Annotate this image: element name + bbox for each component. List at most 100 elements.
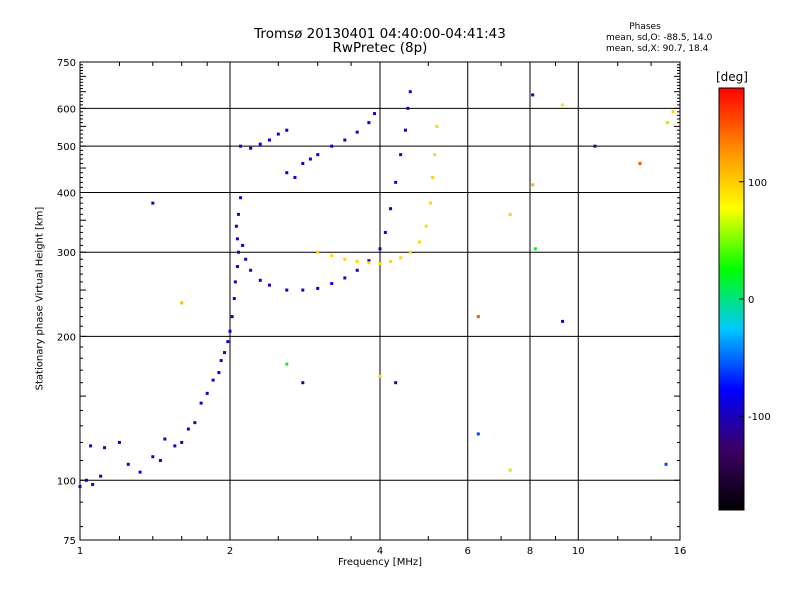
data-point (267, 283, 271, 287)
data-point (561, 319, 565, 323)
data-point (223, 351, 227, 355)
data-point (117, 440, 121, 444)
data-point (367, 121, 371, 125)
stats-x-mode: mean, sd,X: 90.7, 18.4 (606, 44, 709, 54)
x-tick-label: 2 (227, 546, 233, 557)
data-point (476, 315, 480, 319)
data-point (249, 146, 253, 150)
data-point (638, 161, 642, 165)
data-point (258, 142, 262, 146)
data-point (367, 259, 371, 263)
data-point (234, 224, 238, 228)
data-point (330, 254, 334, 258)
y-tick-label: 750 (57, 58, 76, 69)
data-point (424, 224, 428, 228)
data-point (399, 153, 403, 157)
data-point (285, 128, 289, 132)
data-point (378, 374, 382, 378)
data-point (180, 440, 184, 444)
x-tick-label: 8 (527, 546, 533, 557)
data-point (235, 265, 239, 269)
data-point (531, 183, 535, 187)
data-point (316, 286, 320, 290)
colorbar-tick-label: -100 (748, 412, 771, 423)
x-axis-label: Frequency [MHz] (337, 557, 423, 568)
data-point (403, 128, 407, 132)
chart-subtitle: RwPretec (8p) (332, 40, 428, 56)
data-point (151, 201, 155, 205)
data-point (373, 112, 377, 116)
data-point (531, 93, 535, 97)
data-point (308, 157, 312, 161)
stats-o-mode: mean, sd,O: -88.5, 14.0 (606, 33, 713, 43)
data-point (593, 144, 597, 148)
data-point (408, 90, 412, 94)
data-point (406, 106, 410, 110)
data-point (355, 259, 359, 263)
data-point (293, 175, 297, 179)
data-point (301, 288, 305, 292)
data-point (435, 124, 439, 128)
data-point (89, 444, 93, 448)
data-point (151, 455, 155, 459)
data-point (383, 230, 387, 234)
data-point (316, 250, 320, 254)
data-point (230, 315, 234, 319)
data-point (91, 482, 95, 486)
data-point (249, 268, 253, 272)
stats-heading: Phases (629, 22, 661, 32)
data-point (508, 468, 512, 472)
data-point (428, 201, 432, 205)
y-tick-label: 400 (57, 188, 76, 199)
data-point (226, 340, 230, 344)
data-point (301, 381, 305, 385)
data-point (343, 138, 347, 142)
data-point (233, 280, 237, 284)
y-tick-label: 300 (57, 248, 76, 259)
data-point (219, 359, 223, 363)
data-point (408, 250, 412, 254)
data-point (126, 462, 130, 466)
data-point (228, 329, 232, 333)
data-point (158, 458, 162, 462)
data-point (330, 144, 334, 148)
data-point (671, 110, 675, 114)
data-point (533, 247, 537, 251)
data-point (103, 446, 107, 450)
data-point (205, 391, 209, 395)
data-point (232, 297, 236, 301)
y-tick-label: 600 (57, 104, 76, 115)
data-point (239, 196, 243, 200)
data-point (180, 301, 184, 305)
colorbar-tick-label: 100 (748, 178, 767, 189)
data-point (399, 256, 403, 260)
data-point (285, 288, 289, 292)
x-tick-label: 1 (77, 546, 83, 557)
data-point (508, 212, 512, 216)
data-point (394, 180, 398, 184)
y-tick-label: 100 (57, 476, 76, 487)
data-point (199, 401, 203, 405)
x-tick-label: 10 (572, 546, 585, 557)
data-point (285, 171, 289, 175)
data-point (84, 478, 88, 482)
data-point (285, 362, 289, 366)
data-point (476, 432, 480, 436)
data-point (316, 153, 320, 157)
data-point (244, 257, 248, 261)
data-point (78, 485, 82, 489)
data-point (330, 282, 334, 286)
data-point (236, 212, 240, 216)
data-point (389, 259, 393, 263)
x-tick-label: 6 (465, 546, 471, 557)
data-point (276, 132, 280, 136)
colorbar-tick-label: 0 (748, 295, 754, 306)
data-point (343, 257, 347, 261)
data-point (664, 462, 668, 466)
data-point (173, 444, 177, 448)
data-point (561, 103, 565, 107)
data-point (138, 470, 142, 474)
plot-frame (79, 61, 681, 541)
data-point (378, 262, 382, 266)
